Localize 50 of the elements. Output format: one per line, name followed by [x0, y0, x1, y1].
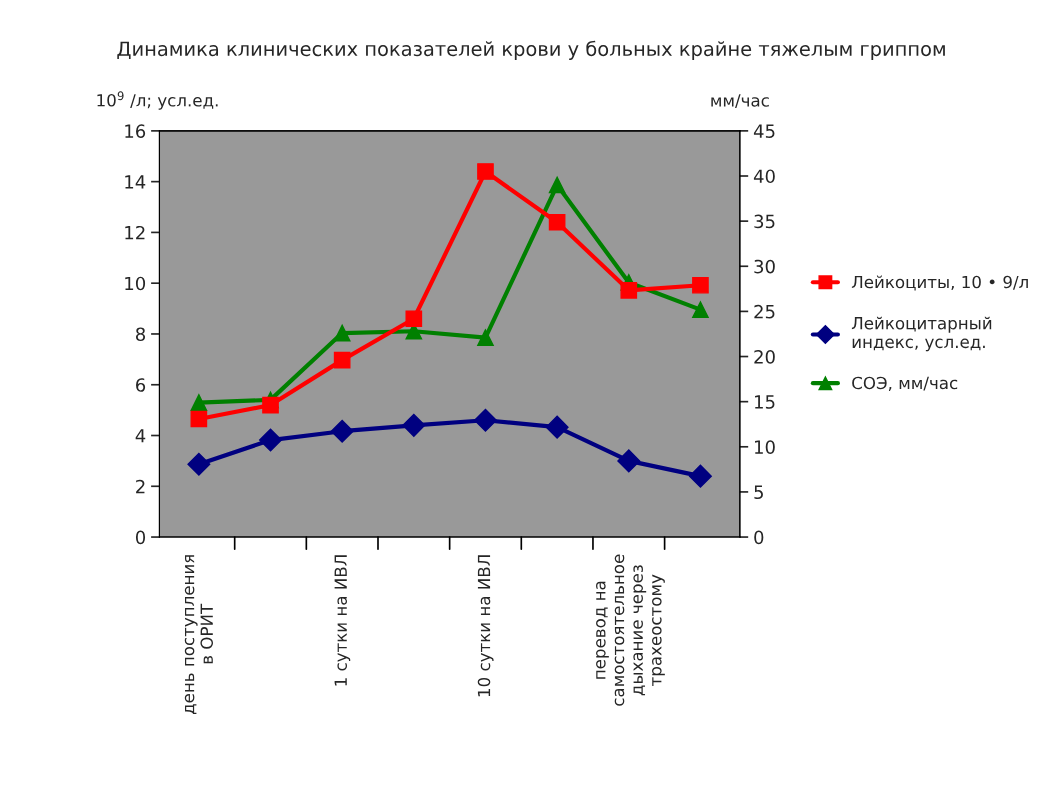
point — [548, 213, 566, 231]
y-tick-label: 14 — [125, 175, 146, 189]
point — [262, 396, 279, 414]
point — [548, 176, 566, 194]
point — [477, 329, 494, 346]
point — [692, 301, 709, 318]
legend-label: Лейкоцитарный индекс, усл.ед. — [851, 316, 992, 352]
y-tick-label: 10 — [125, 276, 146, 291]
y2-tick-label: 35 — [754, 214, 775, 229]
point — [259, 428, 283, 452]
point — [477, 163, 494, 180]
legend-label: Лейкоциты, 10 • 9/л — [851, 275, 1028, 291]
x-tick-label: 1 сутки на ИВЛ — [334, 555, 351, 686]
point — [545, 415, 569, 439]
x-tick-label: 10 сутки на ИВЛ — [477, 555, 494, 697]
point — [333, 351, 351, 369]
x-tick-label: день поступления в ОРИТ — [184, 555, 214, 715]
y-tick-label: 4 — [135, 429, 146, 443]
x-tick-label: перевод на самостоятельное дыхание через трахеостому — [596, 554, 665, 706]
y-tick-label: 12 — [125, 225, 145, 240]
y-tick-label: 6 — [136, 378, 146, 392]
point — [190, 394, 208, 411]
y-axis-title: 10$^{9}$ /л; усл.ед. — [97, 91, 218, 110]
point — [688, 464, 712, 488]
y2-tick-label: 20 — [754, 349, 775, 364]
y2-tick-label: 10 — [755, 440, 775, 454]
legend-label: СОЭ, мм/час — [852, 376, 958, 391]
y2-tick-label: 30 — [754, 259, 775, 274]
y2-tick-label: 25 — [754, 304, 775, 319]
y-tick-label: 0 — [135, 530, 146, 545]
point — [620, 281, 638, 299]
y-tick-label: 2 — [136, 479, 145, 494]
y-tick-label: 8 — [135, 327, 146, 342]
point — [187, 452, 211, 476]
point — [617, 449, 641, 473]
point — [692, 276, 709, 294]
point — [473, 408, 497, 432]
y2-tick-label: 40 — [753, 169, 775, 184]
y2-tick-label: 45 — [753, 124, 775, 138]
point — [405, 310, 423, 328]
point — [402, 413, 426, 437]
point — [333, 324, 351, 342]
point — [190, 410, 208, 428]
y2-tick-label: 5 — [754, 485, 763, 500]
y2-tick-label: 0 — [754, 530, 764, 545]
y-tick-label: 16 — [125, 124, 146, 138]
chart-title: Динамика клинических показателей крови у больных крайне тяжелым гриппом — [117, 40, 945, 60]
y2-tick-label: 15 — [755, 395, 775, 409]
point — [330, 419, 354, 443]
y2-axis-title: мм/час — [711, 94, 769, 109]
